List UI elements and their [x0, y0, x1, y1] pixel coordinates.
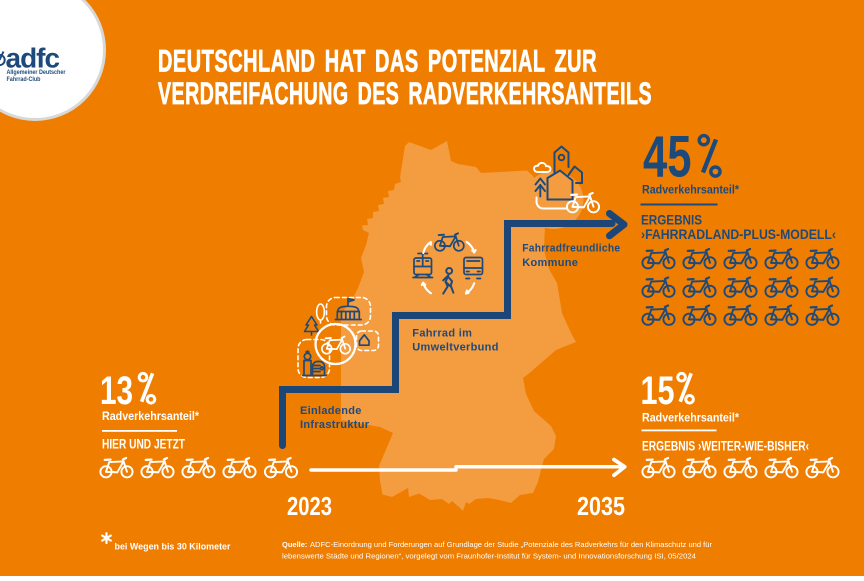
svg-text:Allgemeiner Deutscher: Allgemeiner Deutscher — [7, 69, 66, 76]
svg-text:Radverkehrsanteil*: Radverkehrsanteil* — [642, 413, 739, 425]
svg-text:lebenswerte Städte und Regione: lebenswerte Städte und Regionen“, vorgel… — [282, 552, 696, 561]
svg-text:›FAHRRADLAND-PLUS-MODELL‹: ›FAHRRADLAND-PLUS-MODELL‹ — [641, 227, 836, 242]
svg-text:DEUTSCHLAND HAT DAS POTENZIAL: DEUTSCHLAND HAT DAS POTENZIAL ZUR — [158, 42, 597, 78]
svg-text:Fahrrad-Club: Fahrrad-Club — [7, 76, 41, 83]
svg-text:Radverkehrsanteil*: Radverkehrsanteil* — [642, 185, 739, 197]
svg-text:Quelle:: Quelle: — [282, 540, 307, 549]
svg-text:ADFC-Einordnung und Forderunge: ADFC-Einordnung und Forderungen auf Grun… — [310, 540, 713, 549]
svg-text:Umweltverbund: Umweltverbund — [412, 342, 498, 354]
svg-text:45: 45 — [643, 125, 692, 190]
svg-text:ERGEBNIS ›WEITER-WIE-BISHER‹: ERGEBNIS ›WEITER-WIE-BISHER‹ — [642, 439, 809, 454]
svg-text:2035: 2035 — [577, 491, 625, 521]
svg-text:HIER UND JETZT: HIER UND JETZT — [102, 437, 186, 452]
svg-text:2023: 2023 — [287, 491, 332, 521]
svg-text:Einladende: Einladende — [300, 405, 362, 417]
svg-text:bei Wegen bis 30 Kilometer: bei Wegen bis 30 Kilometer — [115, 542, 231, 553]
svg-text:ERGEBNIS: ERGEBNIS — [641, 212, 702, 227]
svg-text:VERDREIFACHUNG DES RADVERKEHRS: VERDREIFACHUNG DES RADVERKEHRSANTEILS — [158, 75, 652, 111]
svg-text:13: 13 — [100, 369, 133, 413]
svg-text:15: 15 — [641, 369, 675, 413]
svg-text:Fahrradfreundliche: Fahrradfreundliche — [522, 243, 620, 255]
svg-text:Fahrrad im: Fahrrad im — [412, 327, 472, 339]
svg-text:Radverkehrsanteil*: Radverkehrsanteil* — [102, 411, 199, 423]
svg-text:adfc: adfc — [6, 43, 60, 74]
svg-text:Kommune: Kommune — [522, 257, 578, 269]
svg-text:Infrastruktur: Infrastruktur — [300, 419, 370, 431]
